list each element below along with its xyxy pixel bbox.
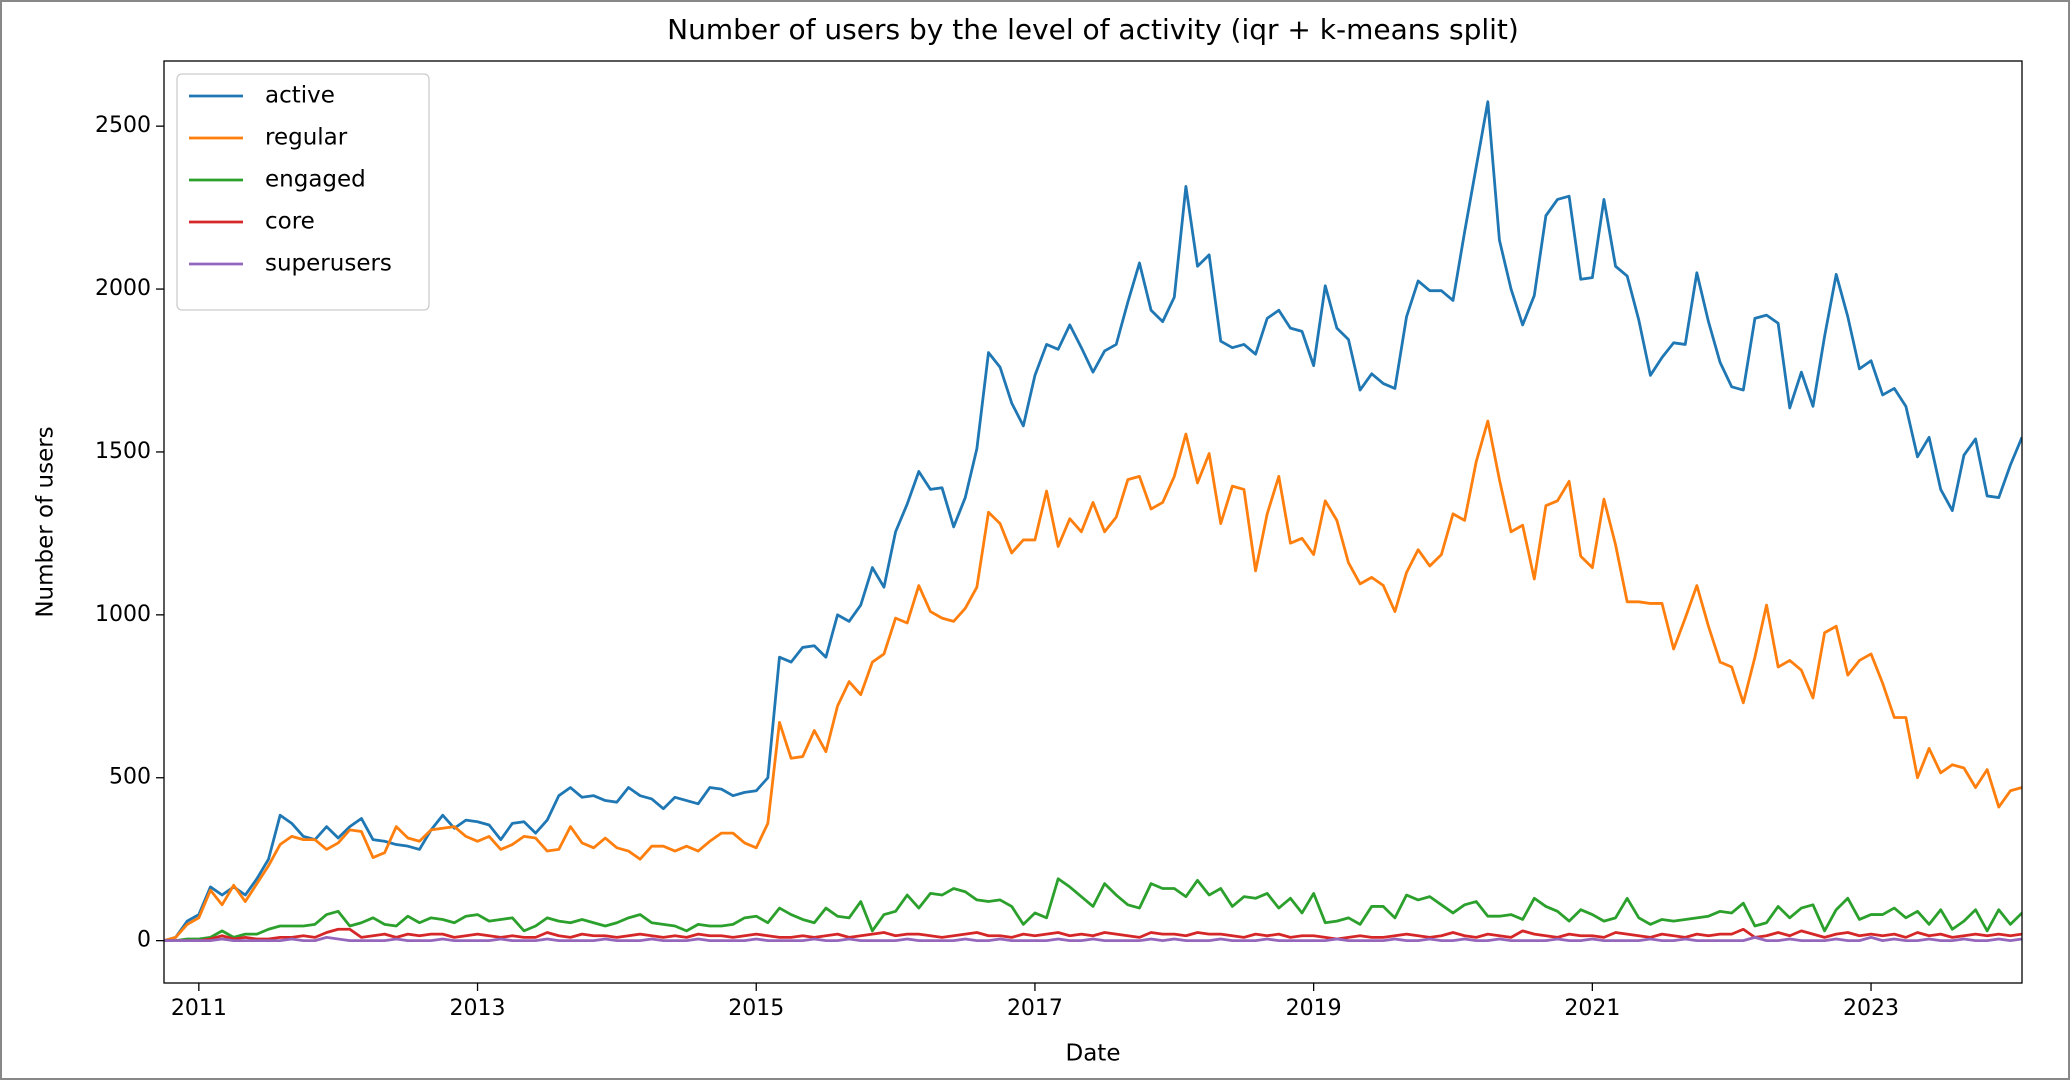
y-tick-label: 500 xyxy=(109,765,151,790)
legend-label: core xyxy=(265,209,315,235)
x-tick-label: 2011 xyxy=(171,996,227,1021)
series-line xyxy=(164,927,2022,943)
x-tick-label: 2019 xyxy=(1286,996,1342,1021)
legend-box xyxy=(176,73,430,311)
y-tick-label: 2500 xyxy=(95,113,151,138)
y-tick-label: 1000 xyxy=(95,602,151,627)
x-tick-label: 2017 xyxy=(1007,996,1063,1021)
series-line xyxy=(164,935,2022,943)
legend-label: active xyxy=(265,83,335,109)
legend-label: regular xyxy=(265,125,348,151)
x-tick-label: 2021 xyxy=(1564,996,1620,1021)
legend-label: engaged xyxy=(265,167,366,193)
y-tick-label: 2000 xyxy=(95,276,151,301)
y-axis-label: Number of users xyxy=(33,426,59,617)
chart-title: Number of users by the level of activity… xyxy=(667,13,1519,46)
series-line xyxy=(164,100,2022,942)
y-tick-label: 0 xyxy=(137,928,151,953)
series-line xyxy=(164,419,2022,942)
plot-frame xyxy=(163,60,2023,984)
x-tick-label: 2013 xyxy=(450,996,506,1021)
series-line xyxy=(164,877,2022,943)
x-axis-label: Date xyxy=(1066,1041,1121,1067)
legend-label: superusers xyxy=(265,251,392,277)
x-tick-label: 2023 xyxy=(1843,996,1899,1021)
x-tick-label: 2015 xyxy=(728,996,784,1021)
y-tick-label: 1500 xyxy=(95,439,151,464)
